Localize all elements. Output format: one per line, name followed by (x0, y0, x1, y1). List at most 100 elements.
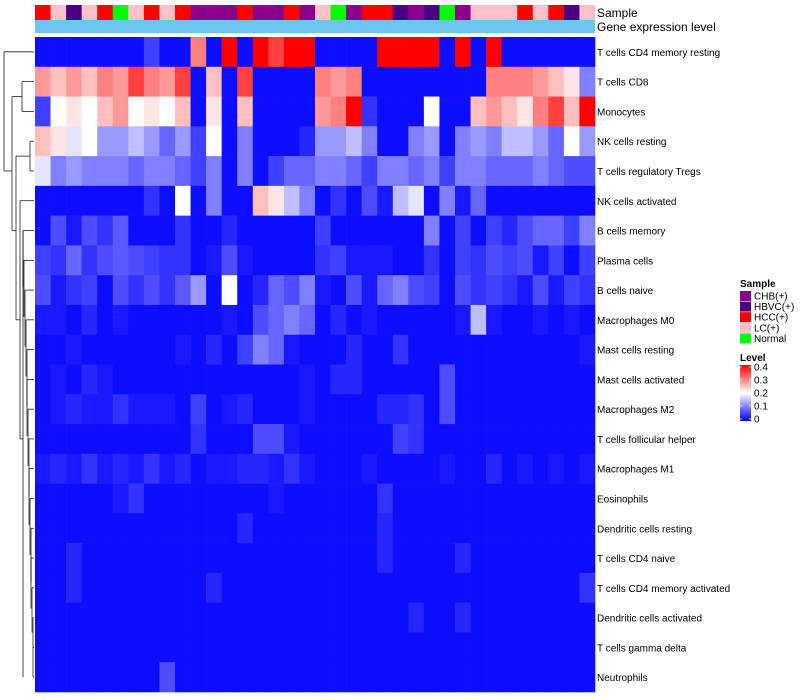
heatmap-cell (97, 185, 114, 216)
heatmap-cell (439, 662, 456, 693)
heatmap-cell (128, 275, 145, 306)
heatmap-cell (470, 185, 487, 216)
heatmap-cell (423, 662, 440, 693)
row-label: Mast cells activated (597, 375, 684, 386)
heatmap-cell (252, 126, 269, 157)
heatmap-cell (377, 37, 394, 68)
heatmap-cell (190, 483, 207, 514)
heatmap-cell (283, 156, 300, 187)
heatmap-cell (66, 334, 82, 365)
sample-group-cell (563, 5, 580, 20)
heatmap-cell (548, 424, 565, 455)
heatmap-cell (112, 275, 129, 306)
heatmap-cell (455, 96, 471, 127)
heatmap-cell (299, 96, 316, 127)
heatmap-cell (159, 334, 176, 365)
heatmap-cell (159, 513, 176, 544)
heatmap-cell (501, 483, 518, 514)
heatmap-cell (579, 185, 596, 216)
heatmap-cell (470, 602, 487, 633)
heatmap-cell (143, 185, 160, 216)
heatmap-cell (408, 304, 425, 336)
heatmap-cell (346, 543, 362, 574)
heatmap-cell (470, 66, 487, 97)
heatmap-cell (486, 215, 502, 246)
heatmap-cell (299, 602, 316, 633)
heatmap-cell (579, 334, 596, 365)
heatmap-cell (252, 364, 269, 395)
heatmap-cell (486, 394, 502, 425)
heatmap-cell (252, 394, 269, 425)
row-label: B cells memory (597, 227, 665, 238)
heatmap-cell (128, 602, 145, 633)
heatmap-cell (283, 66, 300, 97)
sample-group-cell (237, 5, 254, 20)
heatmap-cell (423, 245, 440, 276)
heatmap-cell (377, 304, 394, 336)
heatmap-cell (206, 543, 222, 574)
heatmap-cell (439, 453, 456, 484)
heatmap-cell (501, 543, 518, 574)
heatmap-cell (361, 364, 378, 395)
heatmap-cell (455, 662, 471, 693)
heatmap-cell (112, 364, 129, 395)
heatmap-cell (97, 334, 114, 365)
heatmap-cell (501, 156, 518, 187)
heatmap-cell (377, 543, 394, 574)
legend-entry-label: HBVC(+) (754, 302, 794, 313)
heatmap-cell (408, 185, 425, 216)
heatmap-cell (190, 96, 207, 127)
heatmap-cell (35, 304, 51, 336)
heatmap-cell (112, 513, 129, 544)
heatmap-cell (81, 543, 98, 574)
heatmap-cell (50, 662, 67, 693)
heatmap-cell (97, 572, 114, 603)
heatmap-cell (206, 572, 222, 603)
heatmap-cell (128, 245, 145, 276)
heatmap-cell (548, 215, 565, 246)
heatmap-cell (112, 572, 129, 603)
heatmap-cell (408, 513, 425, 544)
legend-entry-label: Normal (754, 334, 786, 345)
heatmap-cell (143, 662, 160, 693)
legend-swatch (740, 322, 751, 333)
heatmap-cell (501, 394, 518, 425)
heatmap-cell (579, 424, 596, 455)
heatmap-cell (532, 126, 549, 157)
heatmap-cell (237, 543, 254, 574)
heatmap-cell (361, 185, 378, 216)
heatmap-cell (237, 662, 254, 693)
heatmap-cell (392, 245, 409, 276)
heatmap-cell (35, 126, 51, 157)
heatmap-cell (128, 543, 145, 574)
heatmap-cell (455, 424, 471, 455)
heatmap-cell (81, 245, 98, 276)
heatmap-cell (268, 156, 285, 187)
heatmap-cell (50, 364, 67, 395)
heatmap-cell (50, 513, 67, 544)
heatmap-cell (81, 334, 98, 365)
heatmap-cell (346, 513, 362, 544)
heatmap-cell (563, 453, 580, 484)
heatmap-cell (315, 96, 331, 127)
row-label: T cells follicular helper (597, 435, 696, 446)
heatmap-cell (35, 662, 51, 693)
heatmap-cell (128, 572, 145, 603)
heatmap-cell (112, 96, 129, 127)
heatmap-cell (501, 245, 518, 276)
heatmap-cell (330, 275, 347, 306)
heatmap-cell (439, 364, 456, 395)
heatmap-cell (81, 632, 98, 663)
heatmap-cell (283, 602, 300, 633)
heatmap-cell (501, 662, 518, 693)
heatmap-cell (143, 364, 160, 395)
heatmap-cell (392, 364, 409, 395)
heatmap-cell (517, 334, 534, 365)
heatmap-cell (439, 126, 456, 157)
heatmap-cell (268, 66, 285, 97)
heatmap-cell (579, 632, 596, 663)
legend-tick-label: 0.4 (754, 363, 768, 374)
heatmap-cell (190, 215, 207, 246)
sample-group-cell (159, 5, 176, 20)
heatmap-cell (112, 185, 129, 216)
